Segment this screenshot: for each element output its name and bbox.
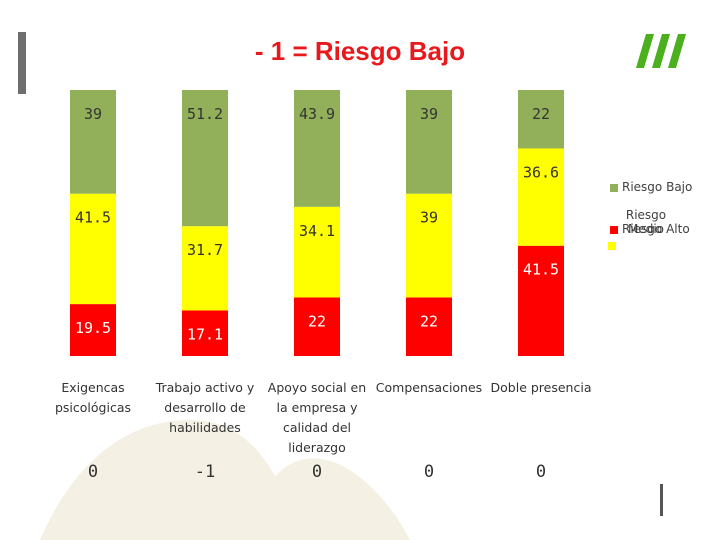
data-label: 17.1 (187, 325, 223, 343)
bar-segment-alto (518, 245, 564, 356)
bar-segment-medio (70, 193, 116, 305)
data-label: 22 (420, 313, 438, 331)
score-value: 0 (423, 462, 435, 482)
legend-swatch-medio (608, 242, 616, 250)
category-label-line: la empresa y (276, 400, 358, 415)
category-label-line: Doble presencia (490, 380, 592, 395)
score-value: 0 (311, 462, 323, 482)
left-accent-bar (18, 32, 26, 94)
bar-segment-alto (182, 310, 228, 356)
data-label: 22 (532, 105, 550, 123)
legend-item-alto: Riesgo Alto (610, 222, 710, 236)
bar-segment-bajo (70, 90, 116, 194)
legend-item-bajo: Riesgo Bajo (610, 180, 710, 194)
logo-icon (636, 34, 686, 68)
legend-label: Riesgo Alto (622, 222, 690, 236)
category-label-line: calidad del (282, 420, 352, 435)
bar-segment-bajo (406, 90, 452, 194)
data-label: 39 (420, 105, 438, 123)
data-label: 22 (308, 313, 326, 331)
category-label: Exigencas psicológicas (33, 378, 153, 418)
data-label: 39 (84, 105, 102, 123)
data-label: 41.5 (523, 261, 559, 279)
bar-segment-alto (294, 297, 340, 356)
bar-segment-medio (518, 148, 564, 246)
legend-label: Riesgo Bajo (622, 180, 693, 194)
category-label-line: desarrollo de (164, 400, 246, 415)
data-label: 36.6 (523, 164, 559, 182)
category-label: Trabajo activo y desarrollo de habilidades (145, 378, 265, 438)
category-label-line: liderazgo (288, 440, 346, 455)
legend-swatch-alto (610, 226, 618, 234)
data-label: 43.9 (299, 105, 335, 123)
data-label: 31.7 (187, 241, 223, 259)
data-label: 19.5 (75, 319, 111, 337)
decor-shape-2 (250, 458, 410, 540)
score-value: -1 (194, 462, 216, 482)
data-label: 41.5 (75, 209, 111, 227)
legend-item-medio: Riesgo Medio (608, 208, 696, 250)
score-value: 0 (535, 462, 547, 482)
legend-swatch-bajo (610, 184, 618, 192)
data-label: 51.2 (187, 105, 223, 123)
bar-segment-medio (406, 193, 452, 298)
bar-segment-medio (294, 206, 340, 298)
category-label-line: psicológicas (54, 400, 131, 415)
category-label: Doble presencia (481, 378, 601, 398)
category-label: Apoyo social en la empresa y calidad del li… (257, 378, 377, 458)
bar-segment-alto (70, 304, 116, 356)
data-label: 34.1 (299, 222, 335, 240)
category-label-line: habilidades (169, 420, 241, 435)
category-label: Compensaciones (369, 378, 489, 398)
score-value: 0 (87, 462, 99, 482)
decor-shape-1 (40, 420, 300, 540)
slide-title: - 1 = Riesgo Bajo (254, 36, 466, 66)
legend-label: Riesgo Medio (625, 208, 667, 236)
bar-segment-bajo (518, 90, 564, 149)
category-label-line: Compensaciones (375, 380, 483, 395)
category-label-line: Exigencas (61, 380, 125, 395)
data-label: 39 (420, 209, 438, 227)
bar-segment-alto (406, 297, 452, 356)
bar-segment-bajo (182, 90, 228, 227)
category-label-line: Trabajo activo y (155, 380, 255, 395)
category-label-line: Apoyo social en (267, 380, 367, 395)
right-accent-bar (660, 484, 663, 516)
bar-segment-bajo (294, 90, 340, 207)
chart-legend: Riesgo Bajo Riesgo Medio Riesgo Alto (608, 180, 710, 250)
bar-segment-medio (182, 226, 228, 311)
